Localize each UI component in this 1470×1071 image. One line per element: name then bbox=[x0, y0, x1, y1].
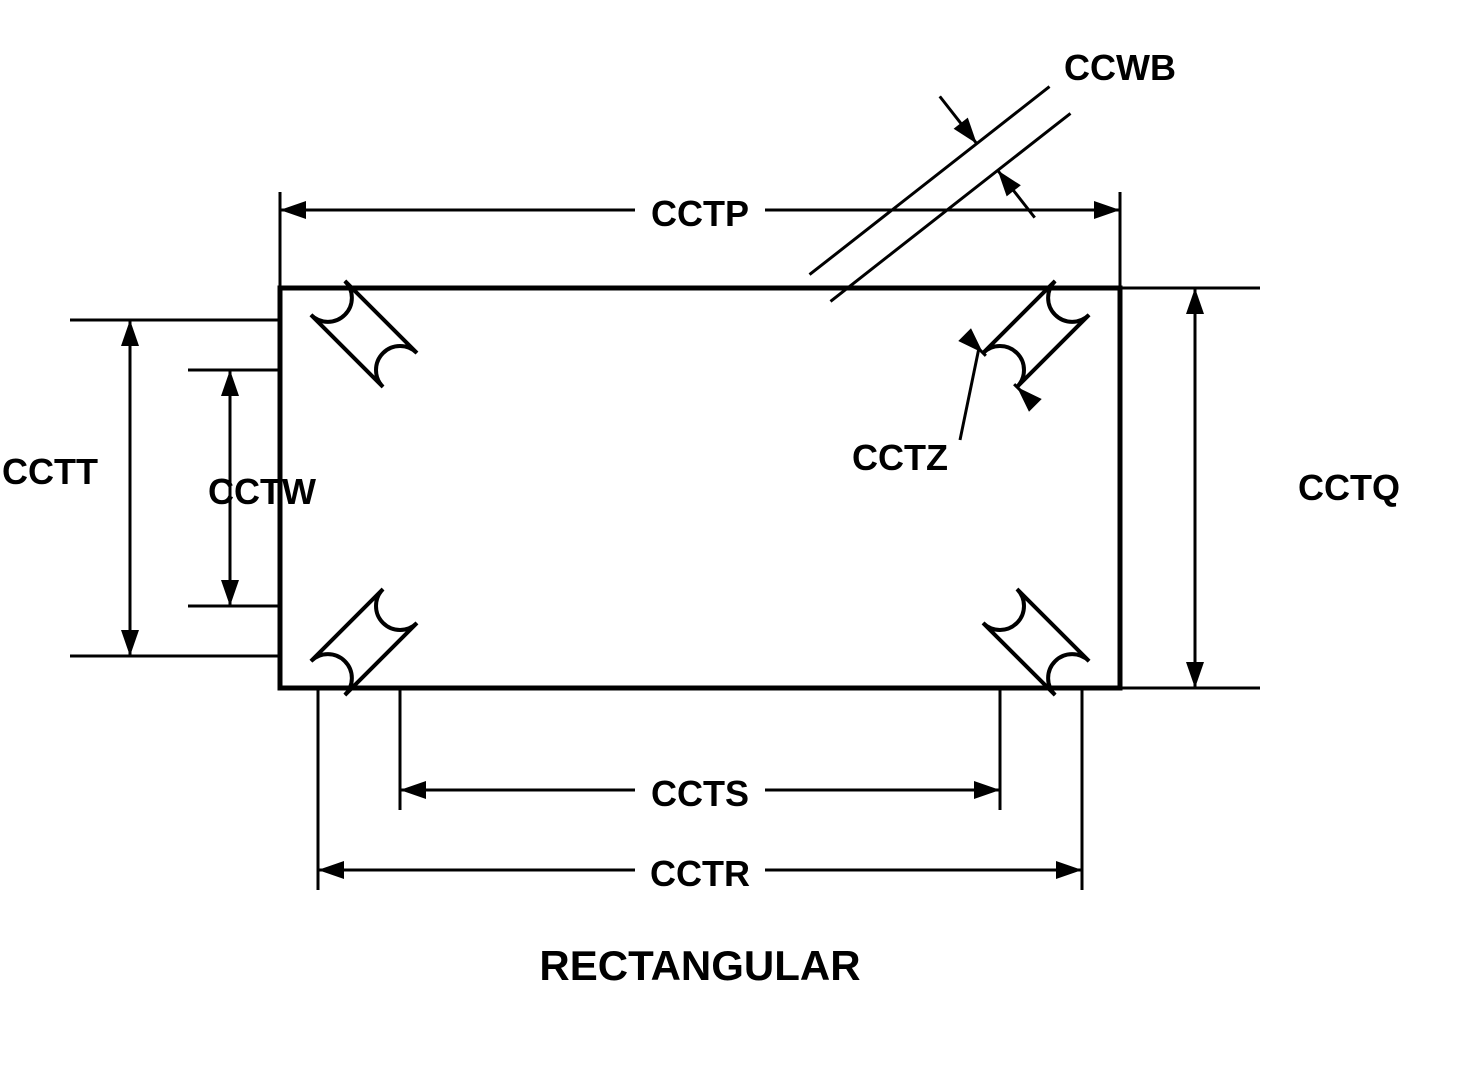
diagram-title: RECTANGULAR bbox=[539, 942, 860, 989]
label-ccwb: CCWB bbox=[1064, 47, 1176, 88]
label-cctz: CCTZ bbox=[852, 437, 948, 478]
label-ccts: CCTS bbox=[651, 773, 749, 814]
label-cctq: CCTQ bbox=[1298, 467, 1400, 508]
label-cctw: CCTW bbox=[208, 471, 316, 512]
label-cctt: CCTT bbox=[2, 451, 98, 492]
label-cctp: CCTP bbox=[651, 193, 749, 234]
mounting-slot bbox=[311, 281, 417, 387]
mounting-slot bbox=[983, 281, 1089, 387]
mounting-slot bbox=[311, 589, 417, 695]
label-cctr: CCTR bbox=[650, 853, 750, 894]
mounting-slot bbox=[983, 589, 1089, 695]
